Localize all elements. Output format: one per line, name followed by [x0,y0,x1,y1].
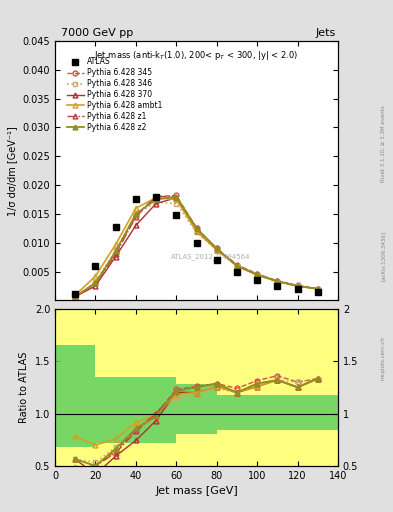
Text: Jets: Jets [316,28,336,38]
Y-axis label: Ratio to ATLAS: Ratio to ATLAS [19,352,29,423]
Y-axis label: 1/σ dσ/dm [GeV⁻¹]: 1/σ dσ/dm [GeV⁻¹] [7,126,17,216]
Legend: ATLAS, Pythia 6.428 345, Pythia 6.428 346, Pythia 6.428 370, Pythia 6.428 ambt1,: ATLAS, Pythia 6.428 345, Pythia 6.428 34… [64,55,164,134]
Text: ATLAS_2012_I1094564: ATLAS_2012_I1094564 [171,253,250,260]
X-axis label: Jet mass [GeV]: Jet mass [GeV] [155,486,238,496]
Text: mcplots.cern.ch: mcplots.cern.ch [381,336,386,380]
Text: [arXiv:1306.3436]: [arXiv:1306.3436] [381,231,386,281]
Text: 7000 GeV pp: 7000 GeV pp [61,28,133,38]
Text: Jet mass (anti-k$_T$(1.0), 200< p$_T$ < 300, |y| < 2.0): Jet mass (anti-k$_T$(1.0), 200< p$_T$ < … [94,49,299,62]
Text: Rivet 3.1.10, ≥ 3.3M events: Rivet 3.1.10, ≥ 3.3M events [381,105,386,182]
